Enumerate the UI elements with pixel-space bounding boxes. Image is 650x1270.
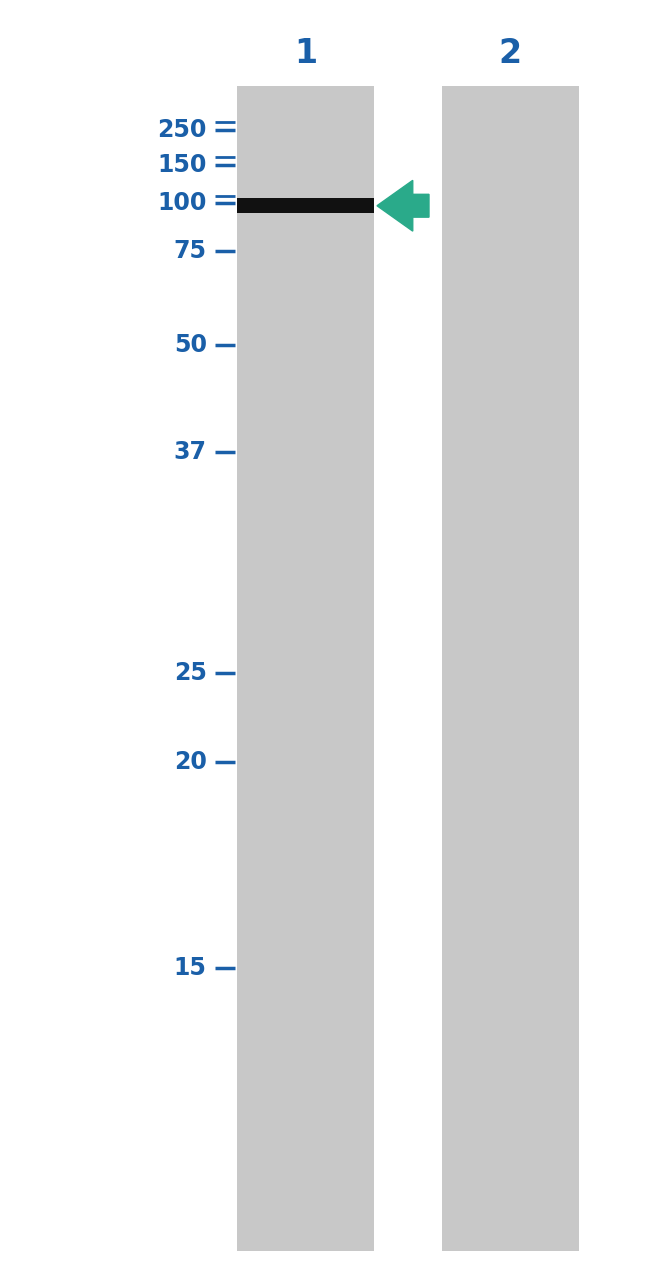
Text: 50: 50 [174,334,207,357]
Text: 250: 250 [157,118,207,141]
Text: 25: 25 [174,662,207,685]
Text: 37: 37 [174,441,207,464]
Text: 100: 100 [157,192,207,215]
Text: 75: 75 [174,240,207,263]
Text: 1: 1 [294,37,317,70]
FancyArrow shape [377,180,429,231]
Text: 15: 15 [174,956,207,979]
Text: 2: 2 [499,37,522,70]
Text: 20: 20 [174,751,207,773]
Bar [237,198,374,213]
Bar [442,86,578,1251]
Text: 150: 150 [157,154,207,177]
Bar [237,86,374,1251]
